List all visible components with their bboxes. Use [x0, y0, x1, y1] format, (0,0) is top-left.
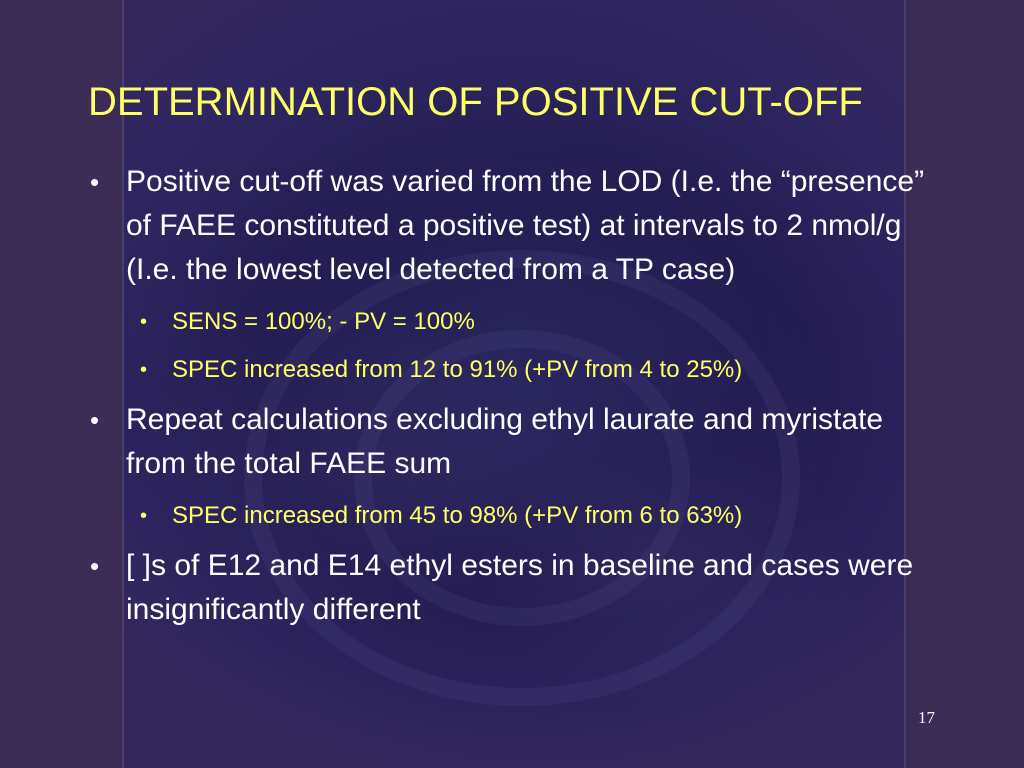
bullet-icon: • [90, 167, 100, 197]
bullet-item: • Repeat calculations excluding ethyl la… [90, 398, 940, 486]
bullet-item: • Positive cut-off was varied from the L… [90, 160, 940, 292]
bullet-icon: • [90, 551, 100, 581]
bullet-icon: • [90, 405, 100, 435]
bullet-text: Repeat calculations excluding ethyl laur… [126, 403, 884, 480]
bullet-text: [ ]s of E12 and E14 ethyl esters in base… [126, 549, 914, 626]
sub-bullet-text: SPEC increased from 12 to 91% (+PV from … [172, 356, 743, 383]
background-panel [122, 0, 906, 768]
bullet-icon: • [140, 359, 148, 381]
sub-bullet-item: • SPEC increased from 12 to 91% (+PV fro… [90, 352, 940, 388]
bullet-list: • Positive cut-off was varied from the L… [90, 160, 940, 636]
sub-bullet-item: • SENS = 100%; - PV = 100% [90, 304, 940, 340]
sub-bullet-text: SENS = 100%; - PV = 100% [172, 308, 475, 335]
page-number: 17 [918, 708, 935, 727]
sub-bullet-text: SPEC increased from 45 to 98% (+PV from … [172, 502, 743, 529]
sub-bullet-item: • SPEC increased from 45 to 98% (+PV fro… [90, 498, 940, 534]
bullet-icon: • [140, 311, 148, 333]
bullet-item: • [ ]s of E12 and E14 ethyl esters in ba… [90, 544, 940, 632]
bullet-text: Positive cut-off was varied from the LOD… [126, 165, 925, 286]
slide-title: DETERMINATION OF POSITIVE CUT-OFF [88, 80, 863, 124]
bullet-icon: • [140, 505, 148, 527]
